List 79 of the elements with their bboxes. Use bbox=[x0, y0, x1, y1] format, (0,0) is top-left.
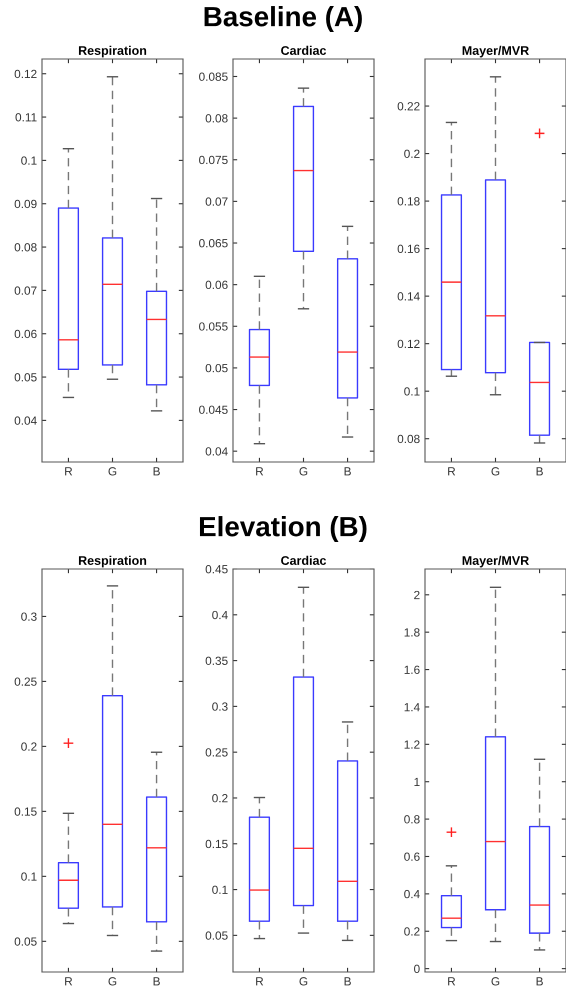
x-tick-label: B bbox=[154, 977, 160, 986]
y-tick-label: 2 bbox=[414, 590, 420, 600]
x-tick-label: G bbox=[108, 977, 116, 986]
y-tick-label: 0.07 bbox=[14, 286, 37, 295]
y-tick-label: 0.1 bbox=[212, 886, 228, 894]
y-tick-label: 0.2 bbox=[21, 742, 37, 751]
y-tick-label: 0.15 bbox=[14, 807, 37, 816]
y-tick-label: 0.12 bbox=[14, 70, 37, 78]
y-tick-label: 0.1 bbox=[404, 387, 420, 396]
x-tick-label: R bbox=[256, 977, 264, 986]
x-tick-label: B bbox=[536, 977, 543, 986]
text: Baseline (A) bbox=[204, 6, 362, 32]
y-tick-label: 0.22 bbox=[398, 102, 420, 110]
y-tick-label: 0.4 bbox=[404, 890, 420, 898]
x-tick-label: B bbox=[344, 467, 351, 476]
x-tick-label: B bbox=[154, 467, 160, 476]
x-tick-label: B bbox=[344, 977, 351, 986]
chart-title: Cardiac bbox=[281, 556, 326, 565]
chart-title: Mayer/MVR bbox=[462, 46, 529, 58]
y-tick-label: 0.15 bbox=[206, 840, 228, 848]
y-tick-label: 1.6 bbox=[404, 666, 420, 674]
x-tick-label: G bbox=[492, 467, 500, 476]
y-tick-label: 1.2 bbox=[404, 740, 420, 749]
x-tick-label: G bbox=[492, 977, 500, 986]
y-tick-label: 0.1 bbox=[21, 872, 37, 881]
chart-title: Respiration bbox=[78, 46, 146, 58]
y-tick-label: 0.16 bbox=[398, 244, 420, 254]
x-tick-label: R bbox=[65, 467, 72, 476]
x-tick-label: R bbox=[448, 977, 456, 986]
x-tick-label: R bbox=[65, 977, 72, 986]
y-tick-label: 0.1 bbox=[21, 156, 37, 165]
y-tick-label: 0.05 bbox=[206, 364, 228, 372]
y-tick-label: 0.14 bbox=[398, 292, 420, 301]
y-tick-label: 0.25 bbox=[14, 677, 37, 686]
y-tick-label: 0.08 bbox=[398, 434, 420, 444]
y-tick-label: 0.085 bbox=[199, 72, 228, 81]
y-tick-label: 0.12 bbox=[398, 340, 420, 348]
y-tick-label: 0.06 bbox=[206, 280, 228, 290]
chart-title: Cardiac bbox=[281, 46, 326, 55]
y-tick-label: 0.45 bbox=[206, 565, 228, 574]
y-tick-label: 0.055 bbox=[199, 322, 228, 331]
x-tick-label: G bbox=[300, 467, 308, 476]
y-tick-label: 0.3 bbox=[21, 612, 37, 621]
x-tick-label: R bbox=[448, 467, 456, 476]
y-tick-label: 0.8 bbox=[404, 815, 420, 824]
y-tick-label: 0.2 bbox=[212, 794, 228, 802]
y-tick-label: 1.4 bbox=[404, 703, 420, 712]
y-tick-label: 0.04 bbox=[14, 416, 37, 425]
y-tick-label: 0.4 bbox=[212, 610, 228, 620]
y-tick-label: 0.6 bbox=[404, 852, 420, 861]
y-tick-label: 1 bbox=[414, 778, 420, 786]
y-tick-label: 0 bbox=[414, 964, 420, 974]
y-tick-label: 0.08 bbox=[206, 114, 228, 123]
y-tick-label: 0.25 bbox=[206, 748, 228, 757]
y-tick-label: 0.09 bbox=[14, 200, 37, 208]
y-tick-label: 0.11 bbox=[15, 113, 37, 122]
y-tick-label: 0.075 bbox=[199, 156, 228, 164]
x-tick-label: G bbox=[108, 467, 116, 476]
y-tick-label: 0.2 bbox=[404, 927, 420, 936]
x-tick-label: G bbox=[300, 977, 308, 986]
text: Elevation (B) bbox=[200, 516, 367, 542]
x-tick-label: R bbox=[256, 467, 264, 476]
y-tick-label: 0.18 bbox=[398, 197, 420, 206]
y-tick-label: 0.35 bbox=[206, 656, 228, 665]
y-tick-label: 0.08 bbox=[14, 243, 37, 252]
x-tick-label: B bbox=[536, 467, 543, 476]
chart-title: Respiration bbox=[78, 556, 146, 568]
y-tick-label: 0.05 bbox=[14, 373, 37, 382]
y-tick-label: 0.045 bbox=[199, 406, 228, 414]
y-tick-label: 1.8 bbox=[404, 628, 420, 637]
y-tick-label: 0.06 bbox=[14, 330, 37, 338]
y-tick-label: 0.07 bbox=[206, 197, 228, 206]
y-tick-label: 0.065 bbox=[199, 239, 228, 248]
y-tick-label: 0.3 bbox=[212, 702, 228, 711]
y-tick-label: 0.04 bbox=[206, 447, 228, 456]
y-tick-label: 0.2 bbox=[404, 150, 420, 158]
chart-title: Mayer/MVR bbox=[462, 556, 529, 568]
y-tick-label: 0.05 bbox=[14, 937, 37, 946]
y-tick-label: 0.05 bbox=[206, 931, 228, 940]
